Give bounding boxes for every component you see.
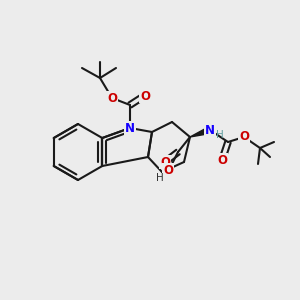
Text: H: H [216, 130, 224, 140]
Text: O: O [107, 92, 117, 104]
Polygon shape [190, 127, 211, 137]
Text: O: O [160, 155, 170, 169]
Text: N: N [205, 124, 215, 136]
Text: O: O [239, 130, 249, 143]
Text: H: H [156, 173, 164, 183]
Text: N: N [125, 122, 135, 134]
Text: O: O [217, 154, 227, 166]
Text: O: O [140, 89, 150, 103]
Text: O: O [163, 164, 173, 176]
